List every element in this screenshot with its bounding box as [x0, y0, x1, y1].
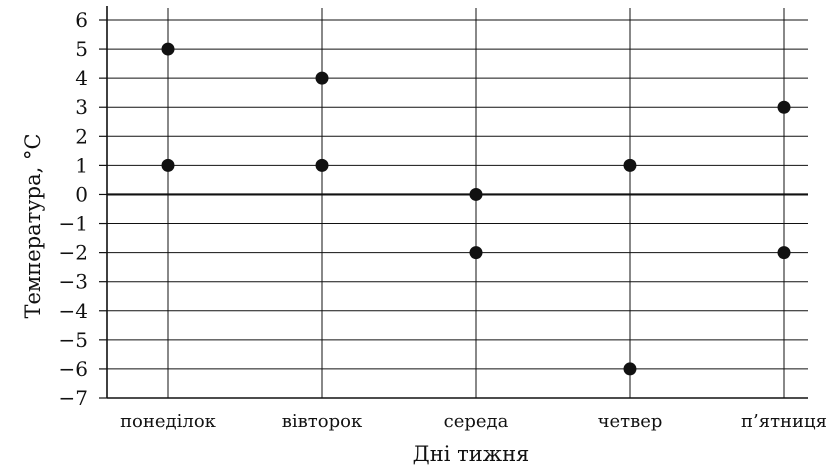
- x-tick-label: понеділок: [120, 411, 217, 432]
- data-point: [623, 158, 637, 172]
- x-tick-label: вівторок: [282, 411, 363, 432]
- grid: [107, 8, 808, 399]
- data-point: [623, 362, 637, 376]
- data-point: [161, 158, 175, 172]
- y-tick-labels: 6 5 4 3 2 1 0 −1 −2 −3 −4 −5 −6 −7: [59, 8, 88, 410]
- data-point: [161, 42, 175, 56]
- y-tick-label: −2: [59, 241, 88, 265]
- data-point: [777, 100, 791, 114]
- data-point: [469, 187, 483, 201]
- y-tick-label: 6: [75, 8, 88, 32]
- y-tick-label: −6: [59, 357, 88, 381]
- x-tick-label: п’ятниця: [741, 411, 827, 432]
- axes: [99, 6, 808, 399]
- x-axis-title: Дні тижня: [413, 442, 530, 466]
- y-tick-label: 3: [75, 95, 88, 119]
- y-tick-label: −4: [59, 299, 88, 323]
- data-point: [777, 246, 791, 260]
- x-tick-label: середа: [444, 411, 509, 432]
- y-tick-label: −1: [59, 212, 88, 236]
- data-point: [315, 158, 329, 172]
- y-axis-title: Температура, °C: [21, 133, 45, 318]
- x-tick-label: четвер: [598, 411, 663, 432]
- y-tick-label: 1: [75, 153, 88, 177]
- x-tick-labels: понеділок вівторок середа четвер п’ятниця: [120, 411, 827, 432]
- y-tick-label: 5: [75, 37, 88, 61]
- y-tick-label: −7: [59, 386, 88, 410]
- y-tick-label: 4: [75, 66, 88, 90]
- data-point: [469, 246, 483, 260]
- y-tick-label: 2: [75, 124, 88, 148]
- y-tick-label: −3: [59, 270, 88, 294]
- y-tick-label: −5: [59, 328, 88, 352]
- data-point: [315, 71, 329, 85]
- y-tick-label: 0: [75, 182, 88, 206]
- data-points: [161, 42, 791, 376]
